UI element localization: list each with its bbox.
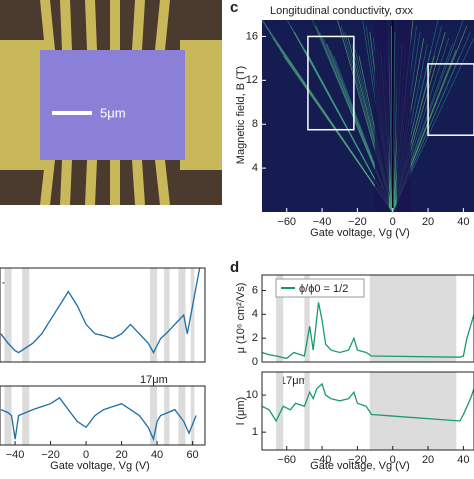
x-tick-label: 0 (390, 454, 396, 466)
x-label: Gate voltage, Vg (V) (310, 460, 410, 472)
highlight-box (307, 35, 355, 131)
y-tick-label: 1 (252, 426, 258, 438)
series-line (261, 302, 474, 360)
y-label: l (μm) (235, 397, 247, 425)
heatmap-texture (283, 55, 394, 213)
y-tick-label: 4 (252, 308, 258, 320)
shaded-range (178, 386, 186, 445)
y-tick-label: 0 (252, 356, 258, 368)
shaded-range (276, 275, 284, 362)
x-tick-label: 40 (151, 449, 163, 461)
shaded-range (190, 268, 195, 362)
x-tick-label: 20 (422, 454, 434, 466)
legend-label: ϕ/ϕ0 = 1/2 (299, 283, 348, 295)
x-tick-label: 40 (457, 454, 469, 466)
x-tick-label: −40 (6, 449, 25, 461)
x-tick-label: −40 (313, 454, 332, 466)
y-label: Magnetic field, B (T) (235, 66, 247, 164)
heatmap (261, 19, 474, 213)
x-tick-label: 40 (457, 216, 469, 228)
series-line (261, 382, 474, 423)
x-tick-label: −40 (313, 216, 332, 228)
x-tick-label: −20 (348, 454, 367, 466)
x-tick-label: 60 (186, 449, 198, 461)
annotation: 17μm (140, 374, 168, 386)
x-tick-label: −20 (41, 449, 60, 461)
plot-frame (0, 267, 206, 363)
x-label: Gate voltage, Vg (V) (50, 460, 150, 472)
heatmap-texture (396, 20, 411, 212)
chart-title: Longitudinal conductivity, σxx (270, 5, 413, 17)
shaded-range (22, 268, 30, 362)
x-tick-label: −60 (277, 454, 296, 466)
shaded-range (369, 275, 457, 362)
shaded-range (276, 372, 284, 450)
y-tick-label: 10 (246, 389, 258, 401)
shaded-range (4, 268, 12, 362)
x-tick-label: 20 (115, 449, 127, 461)
series-line (0, 396, 197, 442)
shaded-range (304, 275, 310, 362)
y-tick-label: 6 (252, 284, 258, 296)
annotation: 17μm (280, 375, 308, 387)
shaded-range (190, 386, 195, 445)
x-tick-label: 20 (422, 216, 434, 228)
shaded-range (369, 372, 457, 450)
plot-frame (261, 371, 474, 451)
contacts (0, 0, 222, 205)
legend-box (275, 278, 365, 298)
y-tick-label: 2 (252, 332, 258, 344)
y-tick-label: 4 (252, 162, 258, 174)
x-label: Gate voltage, Vg (V) (310, 227, 410, 239)
scale-label: 5μm (100, 105, 126, 120)
shaded-range (149, 268, 158, 362)
x-tick-label: −60 (277, 216, 296, 228)
plot-frame (261, 274, 474, 363)
shaded-range (149, 386, 158, 445)
shaded-range (164, 386, 170, 445)
shaded-range (178, 268, 186, 362)
y-label: μ (10⁶ cm²/Vs) (235, 283, 247, 354)
x-tick-label: 0 (390, 216, 396, 228)
heatmap-texture (374, 20, 389, 212)
series-line (0, 267, 201, 354)
panel-label: c (230, 0, 238, 16)
plot-frame (0, 385, 206, 446)
shaded-range (164, 268, 170, 362)
panel-label: d (230, 259, 239, 276)
device-channel (40, 50, 185, 160)
shaded-range (4, 386, 12, 445)
highlight-box (427, 63, 474, 136)
x-tick-label: 0 (83, 449, 89, 461)
micrograph: 5μm (0, 0, 222, 205)
shaded-range (22, 386, 30, 445)
y-tick-label: 12 (246, 74, 258, 86)
shaded-range (304, 372, 310, 450)
y-tick-label: 8 (252, 118, 258, 130)
y-tick-label: 16 (246, 30, 258, 42)
x-tick-label: −20 (348, 216, 367, 228)
